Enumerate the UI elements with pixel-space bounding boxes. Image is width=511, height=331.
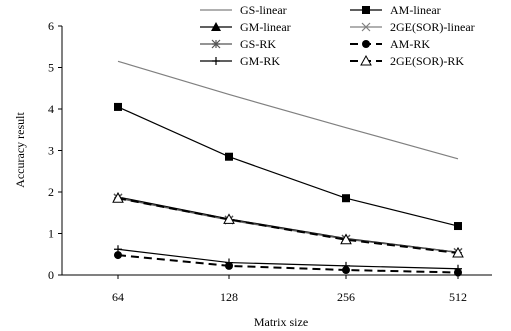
legend-label: GS-linear	[240, 3, 287, 17]
series-line	[117, 248, 459, 270]
y-tick-label: 4	[48, 102, 54, 116]
legend-label: AM-RK	[390, 37, 430, 51]
data-point	[114, 245, 122, 254]
legend-label: 2GE(SOR)-RK	[390, 54, 464, 68]
series-line	[117, 197, 459, 254]
data-point	[342, 194, 350, 203]
y-tick-label: 5	[48, 61, 54, 75]
series-gs-rk	[113, 193, 463, 258]
y-tick-label: 2	[48, 185, 54, 199]
series-line	[117, 254, 459, 274]
data-point	[114, 102, 122, 111]
series-layer	[112, 60, 464, 277]
data-point	[342, 261, 350, 270]
legend-entry: AM-linear	[350, 3, 441, 17]
data-point	[340, 233, 352, 245]
series-gm-rk	[114, 245, 462, 273]
legend-entry: GM-RK	[200, 54, 280, 68]
data-point	[452, 246, 464, 258]
legend-marker	[211, 22, 221, 31]
series-am-linear	[114, 102, 462, 231]
legend-label: AM-linear	[390, 3, 441, 17]
series-line	[117, 197, 459, 254]
x-tick-label: 64	[112, 290, 124, 304]
x-axis-title: Matrix size	[254, 315, 308, 329]
data-point	[454, 222, 462, 231]
series-line	[117, 106, 459, 227]
legend-entry: GS-RK	[200, 37, 276, 51]
y-tick-label: 1	[48, 227, 54, 241]
legend-entry: 2GE(SOR)-linear	[350, 20, 475, 34]
legend-entry: GM-linear	[200, 20, 291, 34]
legend-label: GS-RK	[240, 37, 276, 51]
legend-marker	[211, 39, 221, 49]
x-ticks: 64 128 256 512	[112, 275, 467, 304]
x-tick-label: 512	[449, 290, 467, 304]
x-tick-label: 128	[220, 290, 238, 304]
legend: GS-linear AM-linear GM-linear 2GE(SOR)-line…	[200, 3, 475, 68]
series-2ge-sor-rk	[112, 192, 464, 258]
legend-marker	[360, 54, 372, 66]
legend-marker	[361, 22, 371, 32]
y-ticks: 0 1 2 3 4 5 6	[48, 19, 62, 282]
legend-label: GM-linear	[240, 20, 291, 34]
data-point	[225, 258, 233, 267]
series-gs-linear	[117, 60, 459, 160]
y-tick-label: 0	[48, 268, 54, 282]
data-point	[112, 192, 124, 203]
series-line	[117, 196, 459, 253]
data-point	[114, 251, 122, 260]
y-tick-label: 3	[48, 144, 54, 158]
series-line	[117, 197, 459, 253]
data-point	[223, 213, 235, 224]
y-tick-label: 6	[48, 19, 54, 33]
legend-label: 2GE(SOR)-linear	[390, 20, 475, 34]
legend-entry: GS-linear	[200, 3, 287, 17]
x-tick-label: 256	[337, 290, 355, 304]
y-axis-title: Accuracy result	[13, 112, 27, 188]
data-point	[454, 264, 462, 273]
data-point	[225, 152, 233, 161]
legend-entry: 2GE(SOR)-RK	[350, 54, 464, 68]
legend-marker	[362, 6, 370, 14]
data-point	[342, 266, 350, 275]
legend-marker	[362, 40, 370, 48]
series-line	[117, 60, 459, 160]
legend-label: GM-RK	[240, 54, 280, 68]
legend-marker	[212, 57, 220, 65]
legend-entry: AM-RK	[350, 37, 430, 51]
